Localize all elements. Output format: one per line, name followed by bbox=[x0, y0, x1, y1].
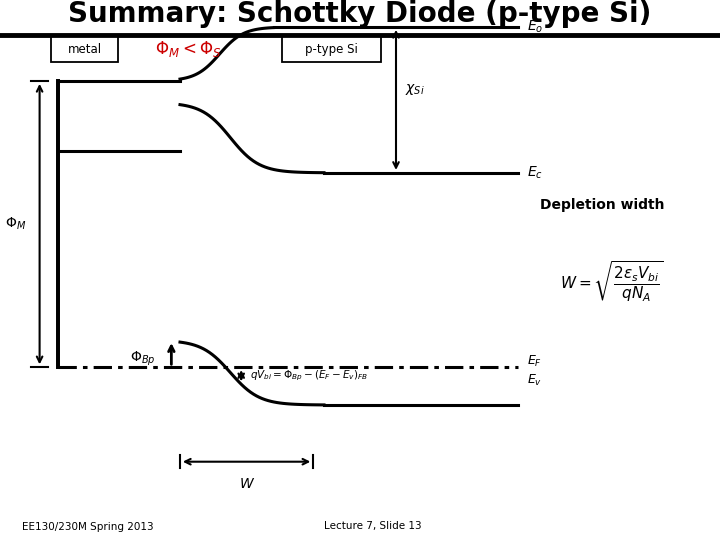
Text: $\Phi_M$: $\Phi_M$ bbox=[6, 216, 27, 232]
Text: Summary: Schottky Diode (p-type Si): Summary: Schottky Diode (p-type Si) bbox=[68, 0, 652, 28]
Text: p-type Si: p-type Si bbox=[305, 43, 358, 56]
FancyBboxPatch shape bbox=[282, 37, 381, 62]
Text: Lecture 7, Slide 13: Lecture 7, Slide 13 bbox=[324, 522, 422, 531]
Text: $\Phi_{Bp}$: $\Phi_{Bp}$ bbox=[130, 350, 156, 368]
Text: $E_c$: $E_c$ bbox=[527, 165, 543, 181]
FancyBboxPatch shape bbox=[51, 37, 118, 62]
Text: metal: metal bbox=[68, 43, 102, 56]
Text: $W = \sqrt{\dfrac{2\varepsilon_s V_{bi}}{qN_A}}$: $W = \sqrt{\dfrac{2\varepsilon_s V_{bi}}… bbox=[560, 259, 664, 303]
Text: $E_o$: $E_o$ bbox=[527, 19, 544, 35]
Text: $\chi_{Si}$: $\chi_{Si}$ bbox=[405, 82, 424, 97]
Text: $qV_{bi} = \Phi_{Bp} - (E_F - E_v)_{FB}$: $qV_{bi} = \Phi_{Bp} - (E_F - E_v)_{FB}$ bbox=[250, 368, 368, 383]
Text: EE130/230M Spring 2013: EE130/230M Spring 2013 bbox=[22, 522, 153, 531]
Text: Depletion width: Depletion width bbox=[540, 198, 665, 212]
Text: $E_F$: $E_F$ bbox=[527, 354, 542, 369]
Text: $E_v$: $E_v$ bbox=[527, 373, 542, 388]
Text: $\mathit{\Phi_M < \Phi_S}$: $\mathit{\Phi_M < \Phi_S}$ bbox=[155, 39, 221, 59]
Text: $W$: $W$ bbox=[238, 477, 255, 491]
